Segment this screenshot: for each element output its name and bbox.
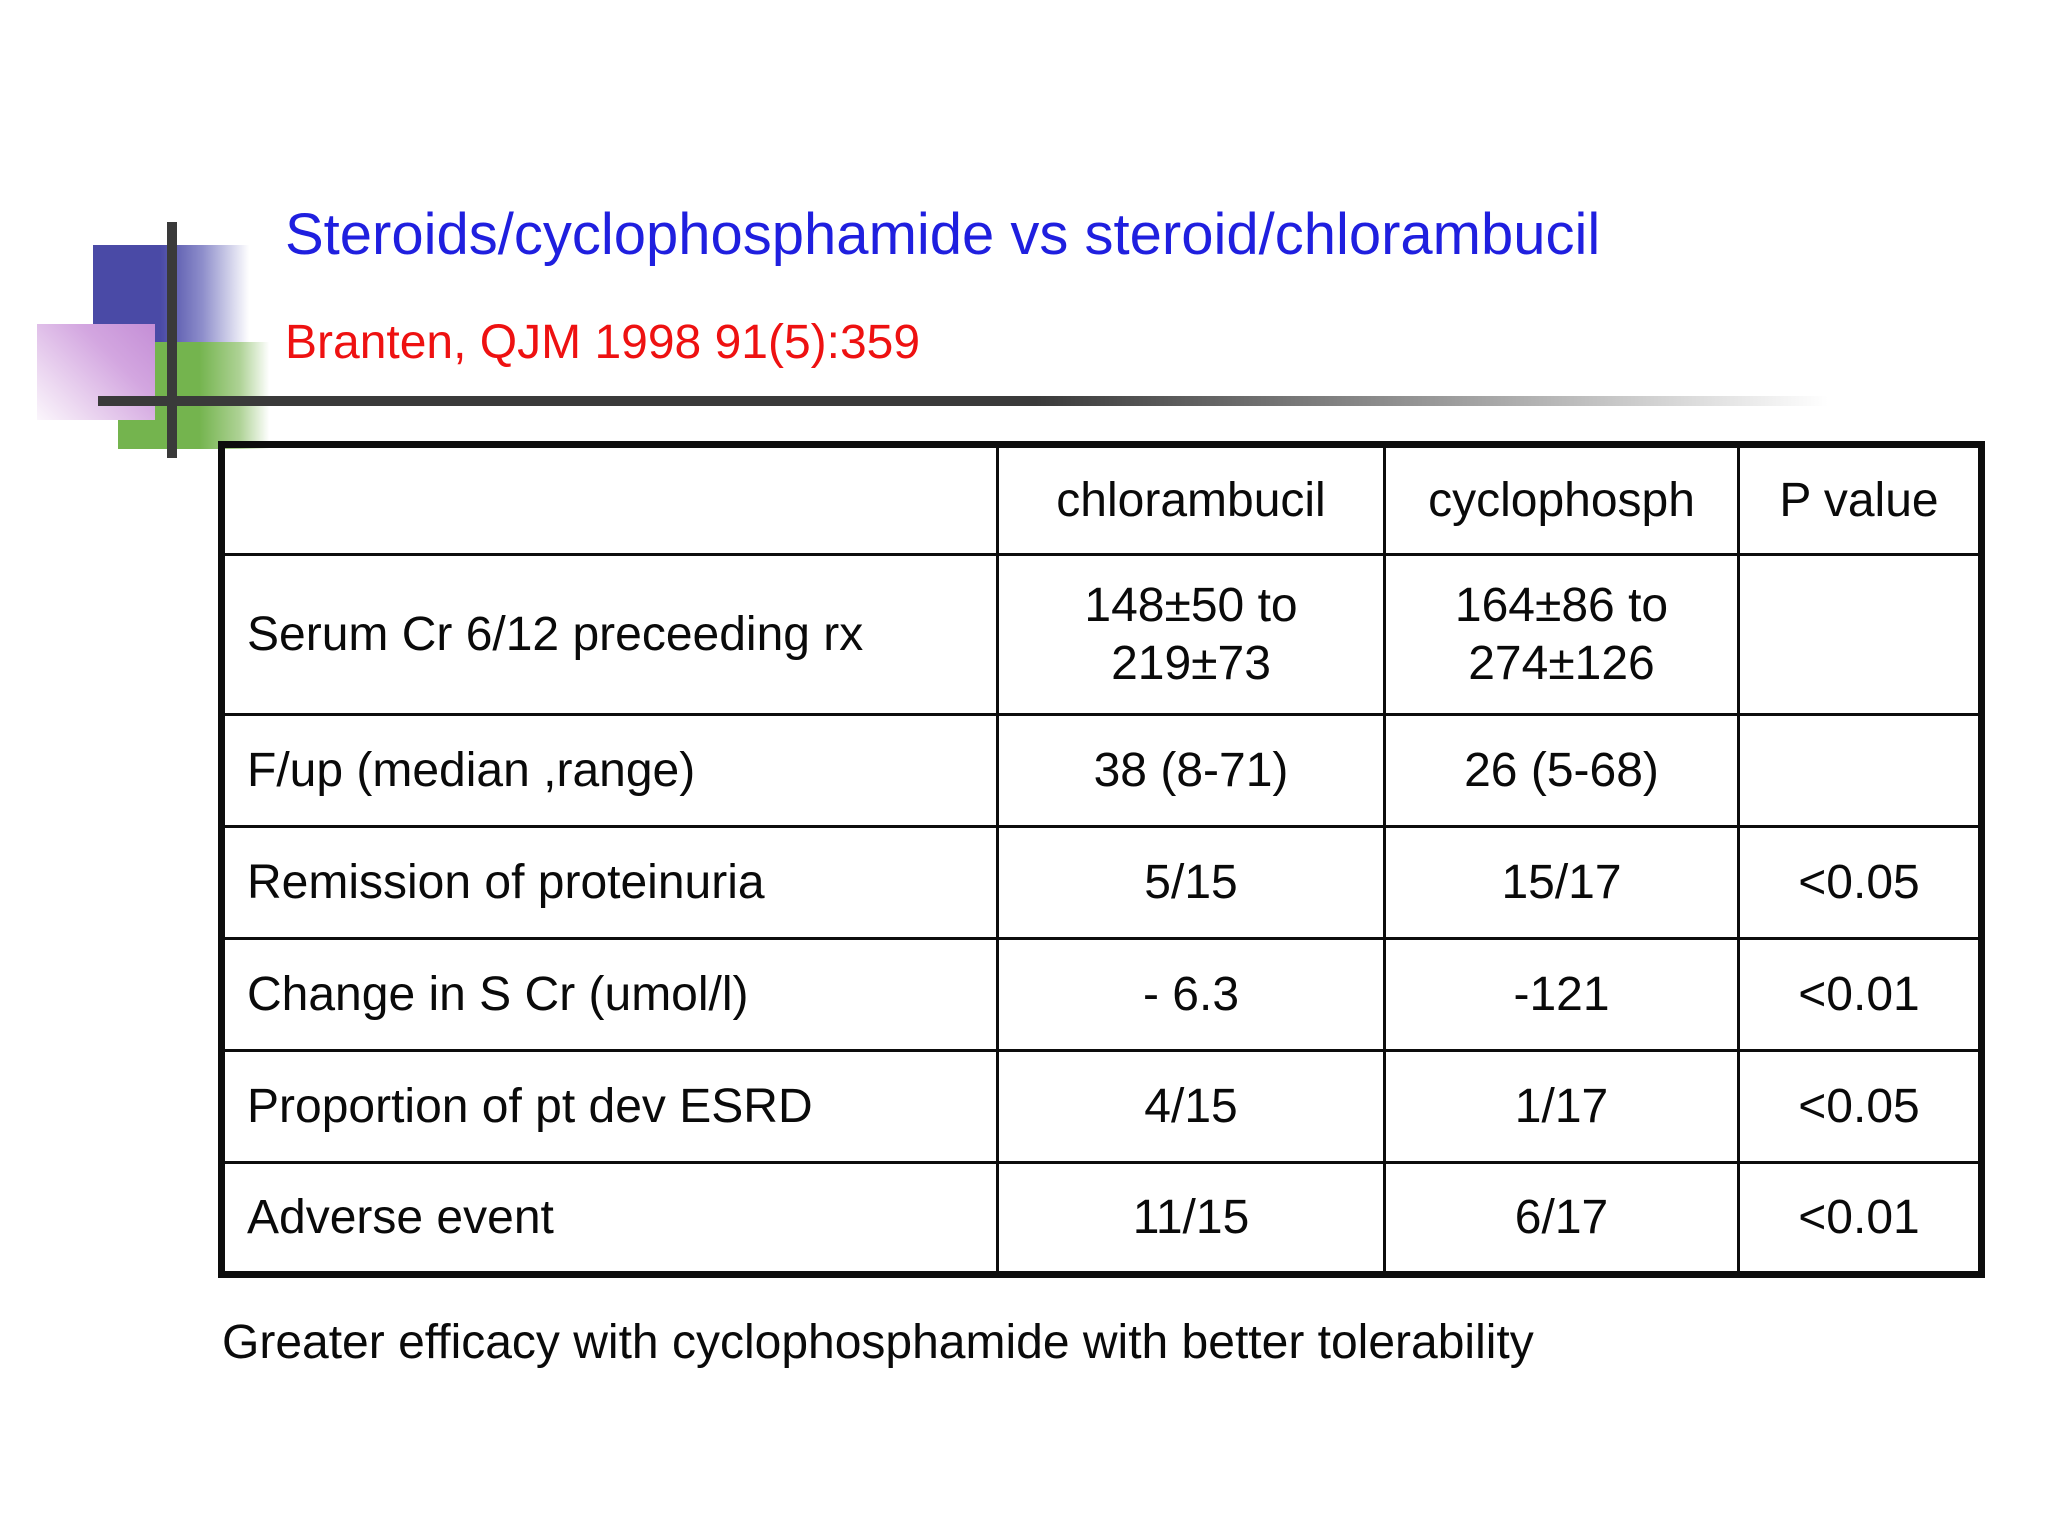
table-row: Serum Cr 6/12 preceeding rx 148±50 to 21… xyxy=(220,553,1983,716)
table-row: Adverse event 11/15 6/17 <0.01 xyxy=(220,1161,1983,1276)
value-cell: 38 (8-71) xyxy=(996,713,1386,828)
p-value-cell: <0.01 xyxy=(1737,937,1983,1052)
header-chlorambucil: chlorambucil xyxy=(996,443,1386,556)
table-row: Proportion of pt dev ESRD 4/15 1/17 <0.0… xyxy=(220,1049,1983,1164)
value-cell: 1/17 xyxy=(1383,1049,1740,1164)
row-label-cell: Proportion of pt dev ESRD xyxy=(220,1049,999,1164)
p-value-cell: <0.05 xyxy=(1737,1049,1983,1164)
value-cell: 5/15 xyxy=(996,825,1386,940)
table-header-row: chlorambucil cyclophosph P value xyxy=(220,443,1983,556)
header-p-value: P value xyxy=(1737,443,1983,556)
slide-title: Steroids/cyclophosphamide vs steroid/chl… xyxy=(285,202,1601,267)
p-value-cell: <0.05 xyxy=(1737,825,1983,940)
row-label-cell: Change in S Cr (umol/l) xyxy=(220,937,999,1052)
p-value-cell xyxy=(1737,553,1983,716)
row-label-cell: Serum Cr 6/12 preceeding rx xyxy=(220,553,999,716)
conclusion-text: Greater efficacy with cyclophosphamide w… xyxy=(222,1316,1534,1369)
title-divider-line xyxy=(98,396,1900,406)
citation-text: Branten, QJM 1998 91(5):359 xyxy=(285,316,921,369)
value-cell: 15/17 xyxy=(1383,825,1740,940)
value-cell: -121 xyxy=(1383,937,1740,1052)
p-value-cell: <0.01 xyxy=(1737,1161,1983,1276)
value-cell: 6/17 xyxy=(1383,1161,1740,1276)
p-value-cell xyxy=(1737,713,1983,828)
value-cell: 11/15 xyxy=(996,1161,1386,1276)
table-row: Change in S Cr (umol/l) - 6.3 -121 <0.01 xyxy=(220,937,1983,1052)
table-row: F/up (median ,range) 38 (8-71) 26 (5-68) xyxy=(220,713,1983,828)
row-label-cell: Remission of proteinuria xyxy=(220,825,999,940)
value-cell: 26 (5-68) xyxy=(1383,713,1740,828)
value-cell: 164±86 to 274±126 xyxy=(1383,553,1740,716)
row-label-cell: F/up (median ,range) xyxy=(220,713,999,828)
header-empty-cell xyxy=(220,443,999,556)
value-cell: 4/15 xyxy=(996,1049,1386,1164)
decoration-vertical-line xyxy=(167,222,177,458)
results-table: chlorambucil cyclophosph P value Serum C… xyxy=(218,441,1985,1278)
header-cyclophosph: cyclophosph xyxy=(1383,443,1740,556)
table-row: Remission of proteinuria 5/15 15/17 <0.0… xyxy=(220,825,1983,940)
value-cell: - 6.3 xyxy=(996,937,1386,1052)
value-cell: 148±50 to 219±73 xyxy=(996,553,1386,716)
row-label-cell: Adverse event xyxy=(220,1161,999,1276)
